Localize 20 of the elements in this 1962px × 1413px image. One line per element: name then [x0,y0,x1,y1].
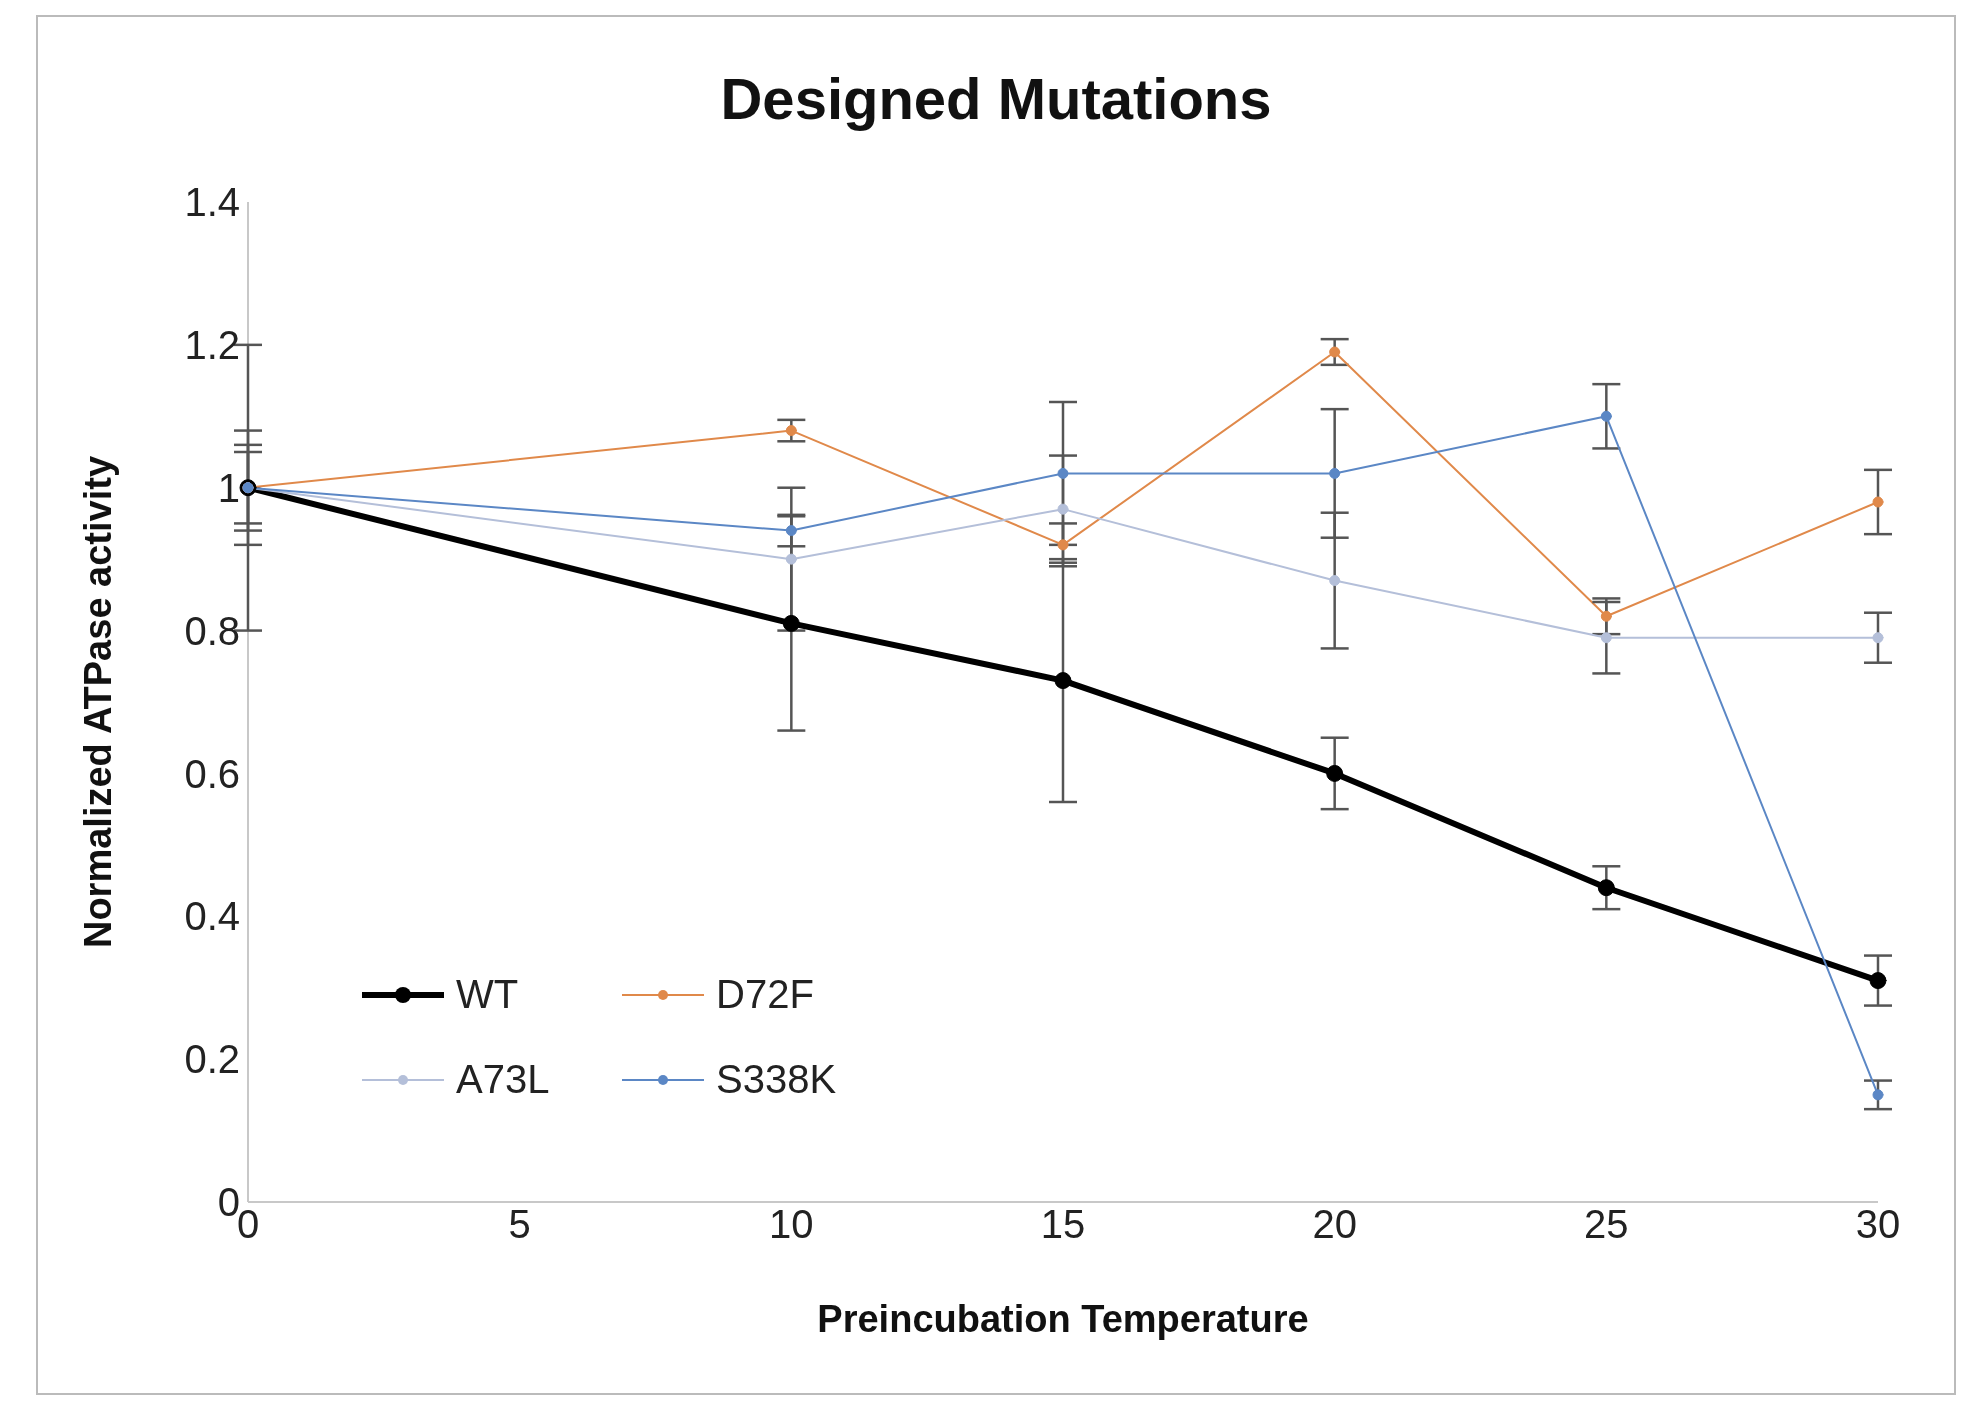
y-tick-label: 0.8 [184,608,240,653]
x-tick-label: 30 [1855,1202,1901,1247]
x-tick-label: 20 [1312,1202,1357,1247]
x-axis-title: Preincubation Temperature [817,1298,1309,1340]
legend-label: WT [456,972,519,1017]
x-tick-label: 25 [1584,1202,1629,1247]
legend-label: S338K [716,1057,837,1102]
y-tick-label: 1 [217,465,240,510]
y-tick-label: 0.4 [184,894,240,939]
chart-title: Designed Mutations [719,65,1273,132]
legend-label: D72F [716,972,814,1017]
y-tick-label: 0.2 [184,1037,240,1082]
y-axis-title: Normalized ATPase activity [77,455,120,949]
y-tick-label: 1.4 [184,180,240,225]
x-tick-label: 15 [1040,1202,1086,1247]
y-tick-label: 1.2 [184,323,240,368]
x-tick-label: 5 [508,1202,531,1247]
legend-label: A73L [456,1057,550,1102]
x-tick-label: 10 [769,1202,814,1247]
y-tick-label: 0.6 [184,751,240,796]
